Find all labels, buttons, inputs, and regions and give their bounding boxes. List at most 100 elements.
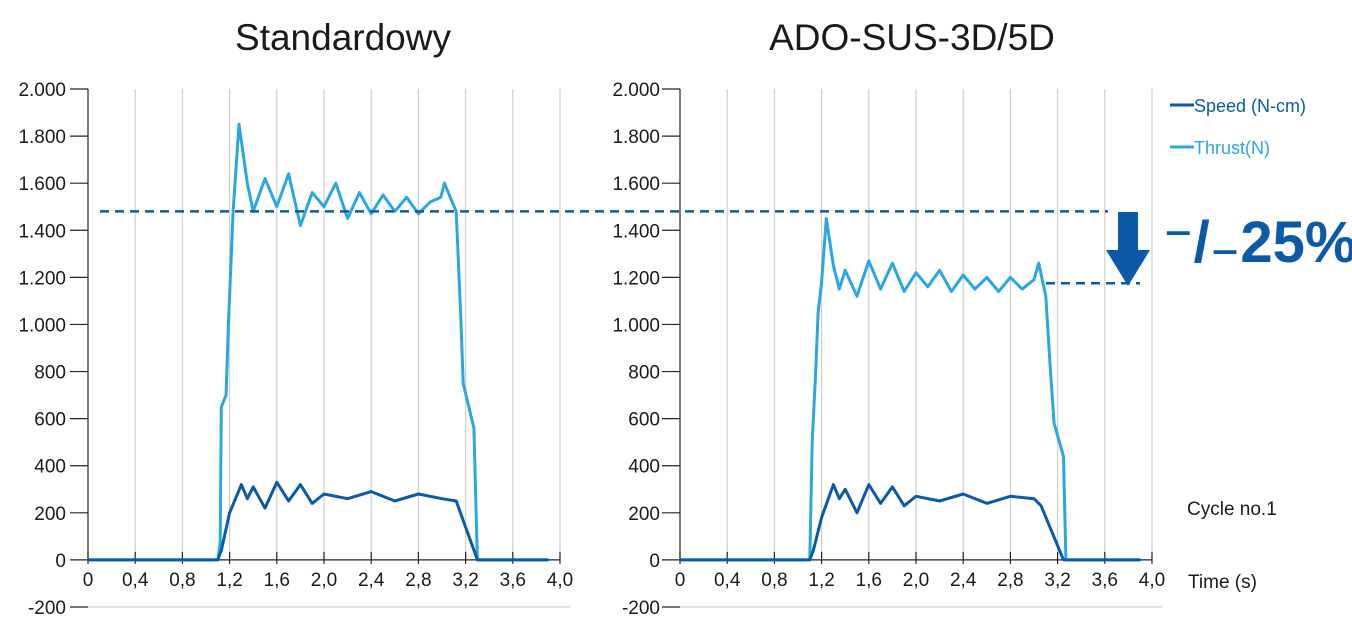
data-point: [227, 323, 230, 326]
reduction-label: ⁻/₋25%: [1163, 210, 1352, 275]
y-tick-label: 800: [34, 363, 66, 384]
data-point: [816, 311, 820, 314]
x-tick-label: 0: [83, 570, 94, 591]
data-point: [903, 290, 906, 293]
data-point: [811, 441, 814, 444]
data-point: [459, 318, 463, 321]
y-tick-label: 1.600: [612, 174, 660, 195]
data-point: [224, 393, 228, 397]
y-tick-label: 800: [628, 363, 660, 384]
chart-panel-ado: ADO-SUS-3D/5D -200 0 200 400 600 800 1.000 1.200…: [612, 17, 1165, 619]
x-tick-label: 2,0: [311, 570, 337, 591]
data-point: [1139, 558, 1142, 562]
data-point: [838, 287, 841, 291]
x-tick-label: 3,6: [1092, 570, 1118, 591]
data-point: [240, 483, 243, 486]
data-point: [914, 271, 918, 274]
x-tick-label: 2,8: [997, 570, 1023, 591]
data-point: [867, 483, 870, 486]
data-point: [476, 558, 479, 562]
data-point: [216, 558, 219, 562]
y-tick-label: -200: [28, 598, 66, 617]
data-point: [393, 499, 396, 503]
data-point: [334, 182, 337, 185]
data-point: [462, 382, 465, 385]
data-point: [973, 287, 977, 291]
y-tick-label: 600: [34, 410, 66, 431]
data-point: [855, 511, 859, 514]
data-point: [879, 502, 882, 505]
x-tick-label: 1,6: [856, 570, 882, 591]
chart-panel-standard: Standardowy -200 0 200 400 600 800 1.000 1.200 1.…: [18, 17, 573, 619]
legend-label: Speed (N-cm): [1194, 96, 1306, 116]
data-point: [962, 273, 965, 277]
data-point: [814, 370, 817, 373]
data-point: [231, 210, 235, 213]
data-point: [346, 217, 349, 220]
series-thrust-line: [88, 122, 549, 562]
y-tick-label: 1.000: [18, 315, 66, 336]
data-point: [370, 212, 373, 215]
data-point: [926, 285, 929, 288]
x-tick-label: 2,4: [950, 570, 977, 591]
data-point: [443, 182, 446, 185]
data-point: [1062, 558, 1065, 562]
y-tick-label: 200: [34, 504, 66, 525]
data-point: [985, 276, 988, 279]
data-point: [938, 269, 941, 272]
y-tick-label: 1.600: [18, 174, 66, 195]
time-axis-label: Time (s): [1188, 572, 1257, 593]
data-point: [1021, 287, 1024, 291]
data-point: [938, 499, 941, 503]
data-point: [838, 497, 841, 500]
x-tick-label: 3,2: [452, 570, 478, 591]
data-point: [228, 511, 231, 514]
x-tick-label: 2,0: [903, 570, 929, 591]
y-tick-label: 600: [628, 410, 660, 431]
data-point: [322, 492, 326, 496]
data-point: [370, 490, 373, 493]
y-tick-label: 0: [55, 551, 66, 572]
data-point: [417, 492, 420, 496]
data-point: [275, 481, 278, 484]
data-point: [1044, 295, 1048, 298]
data-point: [832, 483, 835, 486]
data-point: [985, 502, 988, 505]
data-point: [252, 485, 255, 489]
data-point: [311, 191, 314, 194]
x-tick-label: 1,6: [264, 570, 290, 591]
x-tick-label: 0,8: [169, 570, 195, 591]
data-point: [844, 269, 847, 272]
data-point: [417, 212, 420, 215]
data-point: [263, 177, 267, 180]
y-tick-label: 0: [649, 551, 660, 572]
data-point: [844, 488, 847, 491]
data-point: [879, 287, 882, 291]
data-point: [299, 483, 302, 486]
data-point: [455, 210, 458, 213]
x-tick-label: 4,0: [547, 570, 573, 591]
data-point: [287, 499, 290, 503]
data-point: [1049, 370, 1052, 373]
data-point: [220, 549, 223, 552]
chart-title: ADO-SUS-3D/5D: [769, 17, 1055, 58]
y-tick-label: 1.800: [18, 127, 66, 148]
data-point: [1039, 504, 1043, 507]
data-point: [263, 506, 267, 510]
y-tick-label: 1.200: [18, 268, 66, 289]
x-tick-label: 1,2: [808, 570, 834, 591]
data-point: [237, 123, 241, 126]
data-point: [220, 405, 223, 409]
y-tick-label: 2.000: [612, 80, 660, 101]
data-point: [1103, 558, 1107, 562]
data-point: [962, 492, 965, 496]
x-tick-label: 0,8: [761, 570, 787, 591]
data-point: [1009, 276, 1012, 279]
chart-title: Standardowy: [235, 17, 451, 58]
annotation-layer: ⁻/₋25% Speed (N-cm) Thrust(N) Cycle no.1 Tim…: [100, 96, 1352, 593]
data-point: [820, 516, 823, 519]
x-tick-label: 4,0: [1139, 570, 1165, 591]
y-tick-label: 1.200: [612, 268, 660, 289]
data-point: [1009, 495, 1012, 498]
